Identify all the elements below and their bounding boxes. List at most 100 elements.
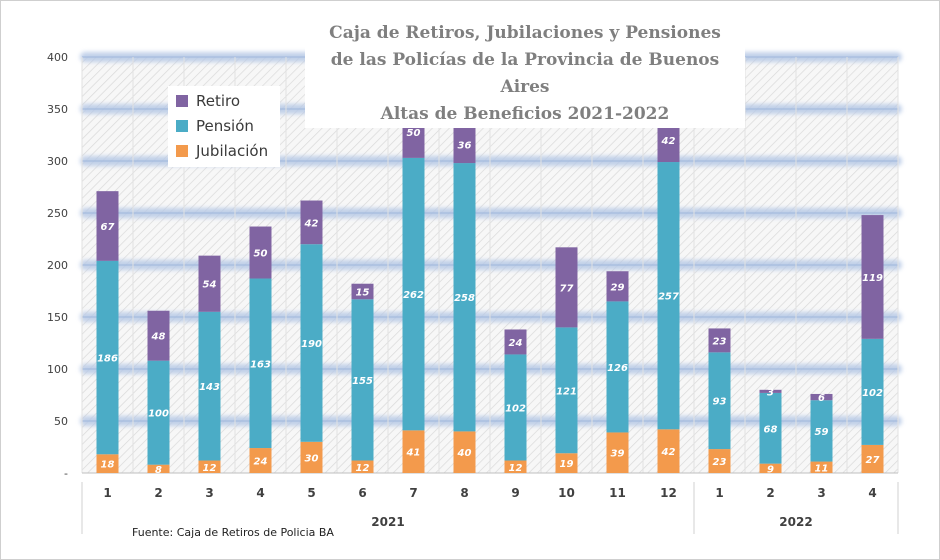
data-label: 163	[250, 359, 271, 370]
data-label: 258	[454, 293, 475, 304]
bar-segment	[402, 157, 425, 431]
group-label: 2021	[371, 515, 404, 529]
bar-segment	[606, 301, 629, 433]
group-label: 2022	[779, 515, 812, 529]
data-label: 8	[155, 465, 162, 476]
bar-segment	[555, 327, 578, 454]
legend-label-retiro: Retiro	[196, 91, 241, 110]
x-tick-label: 11	[609, 486, 626, 500]
bar-segment	[249, 448, 272, 473]
bar-segment	[708, 449, 731, 473]
data-label: 12	[203, 463, 217, 474]
bar-segment	[351, 299, 374, 461]
y-tick-label: 350	[47, 103, 68, 116]
bar-segment	[657, 162, 680, 430]
x-tick-label: 4	[256, 486, 264, 500]
data-label: 257	[658, 292, 679, 303]
x-tick-label: 1	[715, 486, 723, 500]
data-label: 36	[458, 140, 472, 151]
data-label: 59	[815, 427, 829, 438]
legend-item-jubilacion: Jubilación	[168, 138, 280, 163]
bar-segment	[504, 354, 527, 461]
legend-item-retiro: Retiro	[168, 88, 280, 113]
data-label: 50	[407, 128, 421, 139]
x-tick-label: 2	[766, 486, 774, 500]
chart-title-line-3: Altas de Beneficios 2021-2022	[380, 104, 670, 124]
bar-segment	[351, 283, 374, 300]
bar-segment	[198, 311, 221, 461]
data-label: 119	[862, 273, 883, 284]
data-label: 102	[505, 403, 526, 414]
x-tick-label: 12	[660, 486, 677, 500]
bar-segment	[96, 454, 119, 473]
bar-segment	[759, 392, 782, 464]
bar-segment	[96, 191, 119, 261]
y-tick-label: 300	[47, 155, 68, 168]
y-tick-label: 150	[47, 311, 68, 324]
data-label: 18	[101, 460, 115, 471]
bar-segment	[147, 310, 170, 361]
data-label: 67	[101, 222, 115, 233]
bar-segment	[555, 247, 578, 328]
bar-segment	[198, 255, 221, 312]
y-tick-label: 250	[47, 207, 68, 220]
chart-title: Caja de Retiros, Jubilaciones y Pensione…	[305, 20, 745, 128]
data-label: 12	[509, 463, 523, 474]
data-label: 77	[560, 283, 574, 294]
legend-swatch-jubilacion	[176, 144, 188, 157]
data-label: 24	[509, 338, 523, 349]
data-label: 121	[556, 386, 577, 397]
bar-segment	[198, 460, 221, 473]
bar-segment	[351, 460, 374, 473]
bar-segment	[861, 215, 884, 339]
x-tick-label: 5	[307, 486, 315, 500]
data-label: 19	[560, 459, 574, 470]
bar-segment	[504, 329, 527, 355]
data-label: 42	[304, 218, 319, 229]
y-tick-label: 50	[54, 415, 68, 428]
data-label: 15	[356, 288, 370, 299]
bar-segment	[300, 200, 323, 245]
bar-segment	[96, 260, 119, 455]
data-label: 27	[866, 455, 880, 466]
data-label: 100	[148, 409, 169, 420]
bar-segment	[861, 338, 884, 445]
data-label: 23	[713, 457, 727, 468]
bar-segment	[810, 461, 833, 473]
y-tick-label: 400	[47, 51, 68, 64]
data-label: 30	[305, 453, 319, 464]
bar-segment	[147, 360, 170, 465]
data-label: 24	[254, 457, 268, 468]
x-tick-label: 3	[817, 486, 825, 500]
data-label: 143	[199, 382, 220, 393]
data-label: 23	[713, 336, 727, 347]
bar-segment	[300, 244, 323, 442]
data-label: 41	[406, 448, 421, 459]
x-tick-label: 9	[511, 486, 519, 500]
legend-label-pension: Pensión	[196, 116, 254, 135]
data-label: 29	[611, 282, 625, 293]
data-label: 42	[661, 447, 676, 458]
data-label: 93	[713, 397, 727, 408]
chart-legend: Retiro Pensión Jubilación	[168, 86, 280, 167]
bar-segment	[402, 430, 425, 473]
x-tick-label: 10	[558, 486, 575, 500]
legend-item-pension: Pensión	[168, 113, 280, 138]
bar-segment	[708, 352, 731, 450]
x-tick-label: 7	[409, 486, 417, 500]
bar-segment	[810, 400, 833, 462]
y-tick-label: 100	[47, 363, 68, 376]
x-tick-label: 3	[205, 486, 213, 500]
bar-segment	[759, 463, 782, 473]
bar-segment	[708, 328, 731, 353]
bar-segment	[606, 432, 629, 473]
chart-title-line-2: de las Policías de la Provincia de Bueno…	[330, 50, 720, 97]
data-label: 6	[818, 393, 825, 404]
data-label: 9	[767, 464, 774, 475]
y-tick-label: 200	[47, 259, 68, 272]
data-label: 50	[254, 249, 268, 260]
bar-segment	[810, 393, 833, 401]
data-label: 262	[403, 290, 424, 301]
x-tick-label: 6	[358, 486, 366, 500]
bar-segment	[300, 441, 323, 473]
